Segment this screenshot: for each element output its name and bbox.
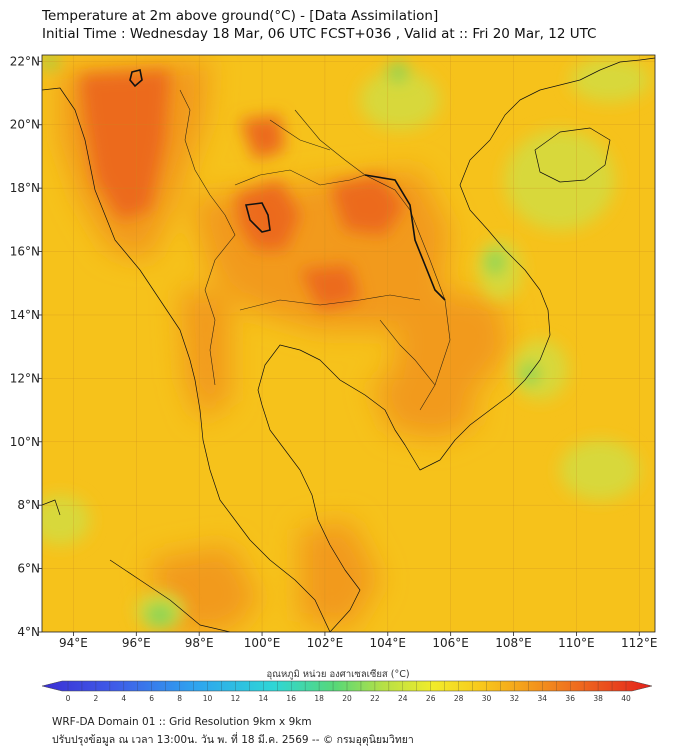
temperature-contours [129, 69, 446, 301]
lon-label: 102°E [307, 636, 344, 650]
colorbar-tick-label: 0 [66, 694, 71, 703]
colorbar-tick-label: 32 [510, 694, 520, 703]
colorbar-tick-label: 26 [426, 694, 436, 703]
colorbar-tick-label: 4 [121, 694, 126, 703]
colorbar-tick-label: 16 [286, 694, 296, 703]
map-title: Temperature at 2m above ground(°C) - [Da… [42, 8, 439, 24]
lat-label: 20°N [10, 118, 40, 132]
colorbar-tick-label: 14 [259, 694, 269, 703]
lon-label: 100°E [244, 636, 281, 650]
lat-label: 22°N [10, 54, 40, 68]
lat-label: 10°N [10, 435, 40, 449]
latitude-axis: 22°N 20°N 18°N 16°N 14°N 12°N 10°N 8°N 6°N 4°N [10, 54, 42, 639]
colorbar-tick-label: 2 [94, 694, 99, 703]
temperature-field [42, 55, 655, 632]
lon-label: 96°E [122, 636, 151, 650]
cold-zones [42, 56, 538, 625]
map-subtitle: Initial Time : Wednesday 18 Mar, 06 UTC … [42, 26, 597, 42]
colorbar-tick-label: 34 [538, 694, 548, 703]
country-borders [179, 89, 451, 411]
lat-label: 4°N [17, 625, 40, 639]
lat-label: 12°N [10, 371, 40, 385]
hot-zones [80, 70, 405, 310]
colorbar-tick-label: 40 [621, 694, 631, 703]
colorbar-tick-label: 6 [149, 694, 154, 703]
footer-model-info: WRF-DA Domain 01 :: Grid Resolution 9km … [52, 716, 312, 728]
lat-label: 6°N [17, 562, 40, 576]
lon-label: 98°E [185, 636, 214, 650]
lon-label: 108°E [495, 636, 532, 650]
colorbar: 0 2 4 6 8 10 12 14 16 18 20 22 24 26 28 30 32 34 36 38 40 [41, 680, 653, 703]
lon-label: 106°E [432, 636, 469, 650]
colorbar-tick-label: 24 [398, 694, 408, 703]
colorbar-tick-label: 28 [454, 694, 464, 703]
lon-label: 94°E [59, 636, 88, 650]
lat-label: 18°N [10, 181, 40, 195]
colorbar-tick-label: 38 [593, 694, 603, 703]
colorbar-tick-label: 20 [342, 694, 352, 703]
colorbar-tick-label: 22 [370, 694, 380, 703]
colorbar-tick-label: 18 [314, 694, 324, 703]
colorbar-tick-label: 12 [231, 694, 241, 703]
lat-label: 14°N [10, 308, 40, 322]
colorbar-tick-label: 30 [482, 694, 492, 703]
footer-credit: ปรับปรุงข้อมูล ณ เวลา 13:00น. วัน พ. ที่… [52, 734, 414, 746]
longitude-axis: 94°E 96°E 98°E 100°E 102°E 104°E 106°E 108°E 110… [59, 632, 658, 650]
colorbar-tick-label: 36 [565, 694, 575, 703]
colorbar-tick-label: 8 [177, 694, 182, 703]
plot-frame [41, 54, 656, 633]
lon-label: 110°E [558, 636, 595, 650]
gridlines [42, 55, 655, 632]
colorbar-tick-label: 10 [203, 694, 213, 703]
lat-label: 8°N [17, 498, 40, 512]
colorbar-ticks: 0 2 4 6 8 10 12 14 16 18 20 22 24 26 28 30 32 34 36 38 40 [66, 681, 631, 703]
lon-label: 104°E [370, 636, 407, 650]
lon-label: 112°E [621, 636, 658, 650]
coastlines [42, 57, 655, 632]
lat-label: 16°N [10, 245, 40, 259]
colorbar-title: อุณหภูมิ หน่วย องศาเซลเซียส (°C) [266, 669, 410, 680]
